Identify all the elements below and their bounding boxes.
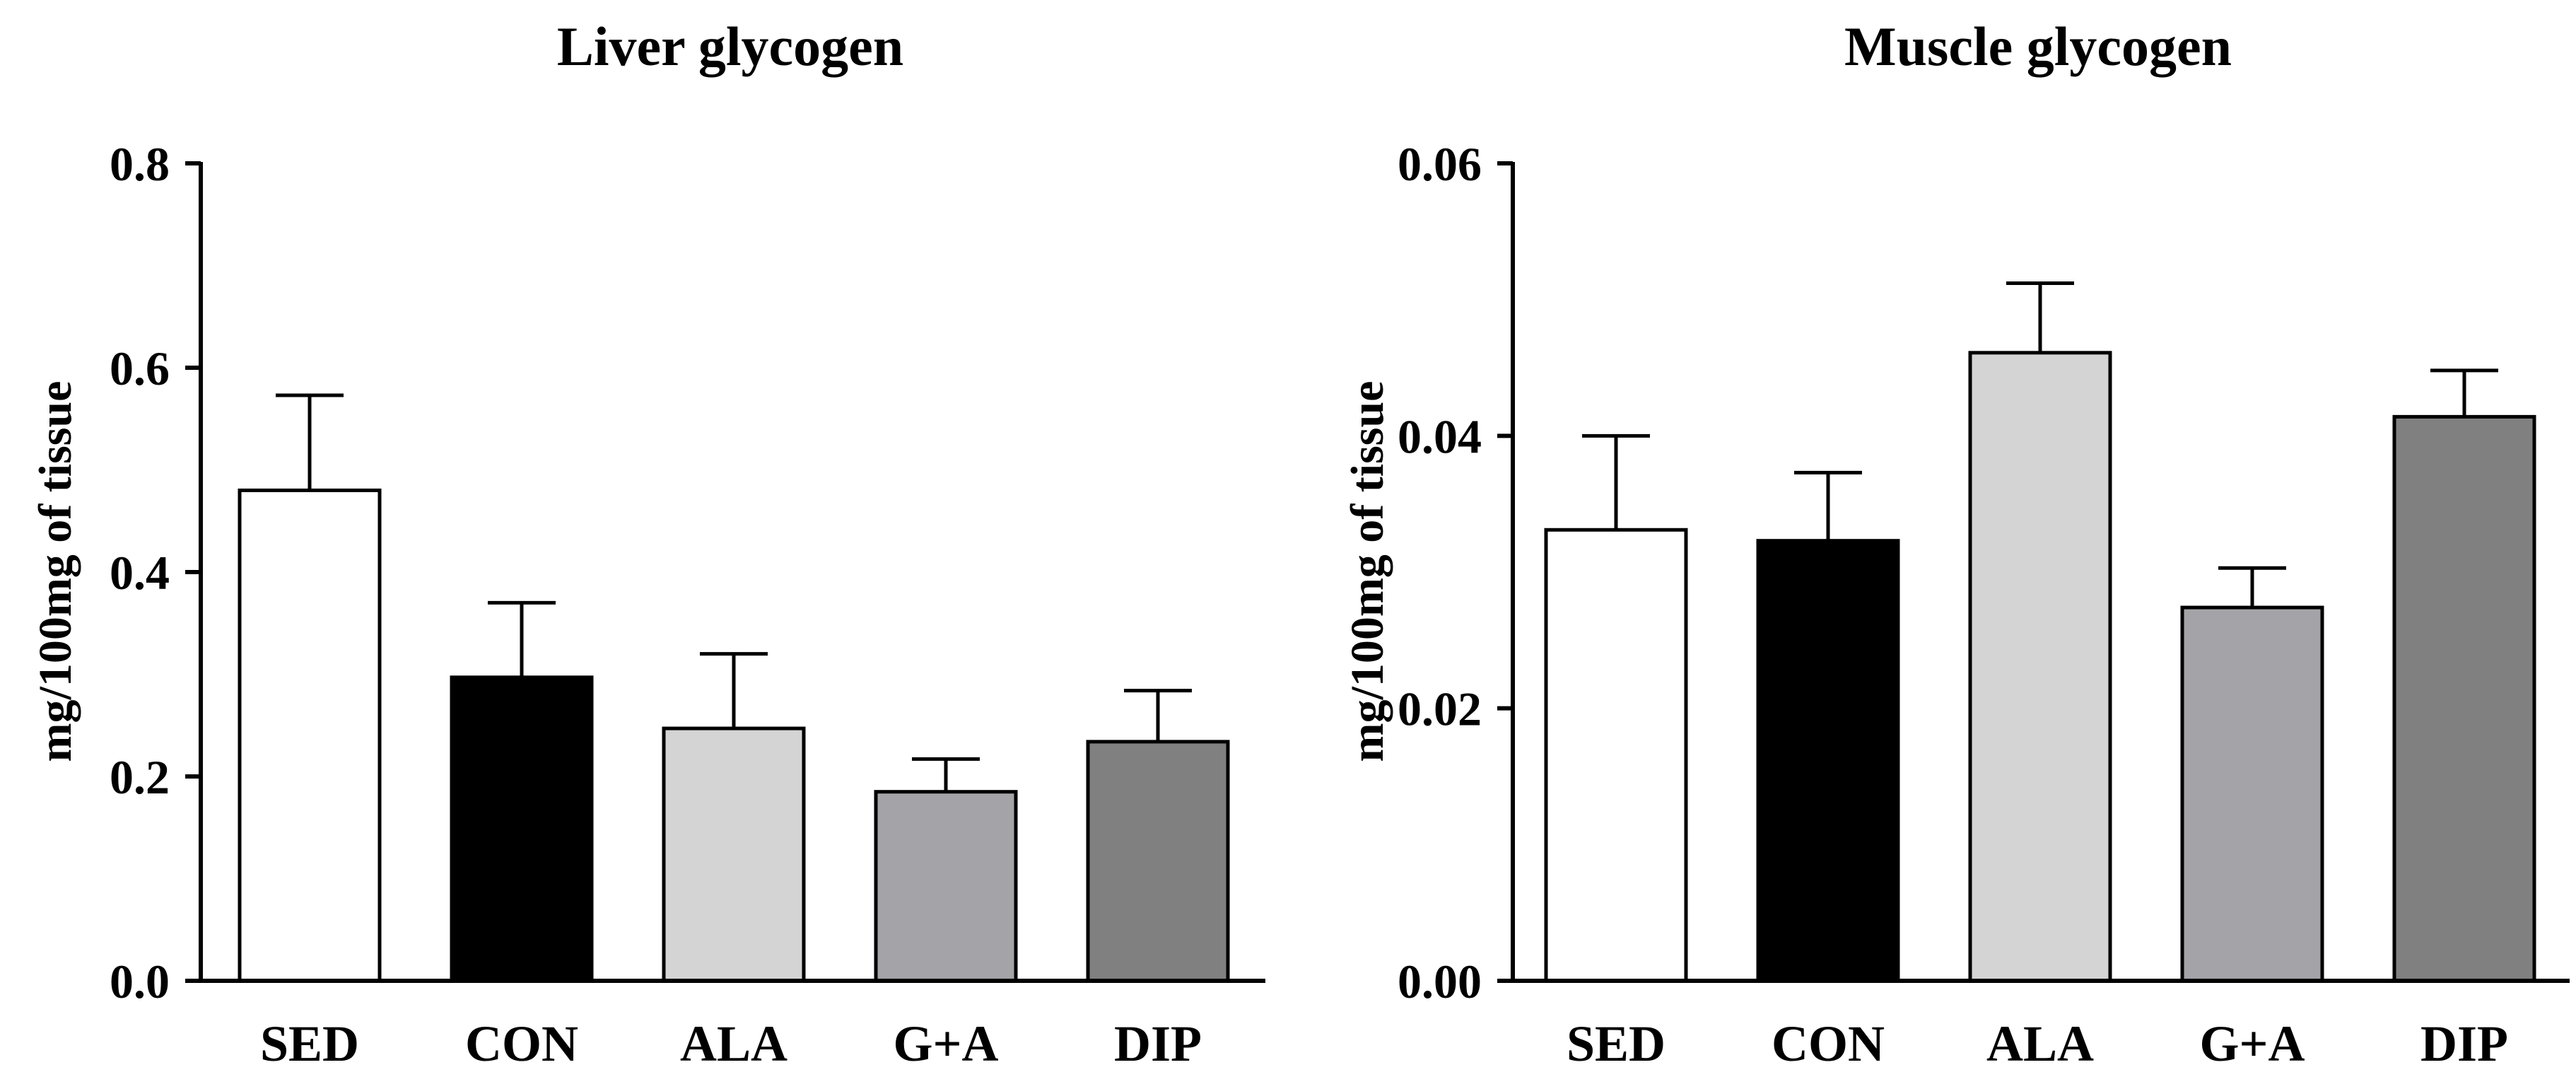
y-tick-label: 0.2 (110, 750, 170, 804)
y-axis-label: mg/100mg of tissue (30, 381, 81, 762)
y-tick-label: 0.6 (110, 342, 170, 395)
x-tick-label: SED (260, 1015, 359, 1072)
y-tick-label: 0.04 (1398, 409, 1482, 463)
y-tick-label: 0.00 (1398, 955, 1482, 1008)
bar-sed (238, 488, 382, 983)
bar-sed (1544, 528, 1688, 983)
bar-gplusa (874, 790, 1018, 983)
y-tick-label: 0.02 (1398, 682, 1482, 736)
bar-ala (662, 726, 806, 983)
x-tick-label: ALA (680, 1015, 788, 1072)
bar-con (450, 675, 594, 983)
bar-dip (2392, 414, 2536, 983)
y-tick-label: 0.4 (110, 546, 170, 600)
bar-ala (1968, 351, 2112, 983)
chart-title: Muscle glycogen (1844, 16, 2232, 77)
y-axis-label: mg/100mg of tissue (1342, 381, 1393, 762)
y-tick-label: 0.8 (110, 137, 170, 191)
x-tick-label: ALA (1986, 1015, 2094, 1072)
x-tick-label: G+A (893, 1015, 998, 1072)
x-tick-label: CON (1772, 1015, 1885, 1072)
chart-title: Liver glycogen (557, 16, 903, 77)
bar-gplusa (2180, 605, 2324, 983)
x-tick-label: SED (1567, 1015, 1665, 1072)
y-tick-label: 0.06 (1398, 137, 1482, 191)
bar-con (1756, 539, 1900, 983)
liver-glycogen-panel: Liver glycogen mg/100mg of tissue SED CON AL… (30, 16, 1265, 1072)
y-tick-label: 0.0 (110, 955, 170, 1008)
x-tick-label: DIP (1114, 1015, 1202, 1072)
bar-dip (1086, 740, 1230, 983)
x-tick-label: G+A (2199, 1015, 2305, 1072)
x-tick-label: CON (465, 1015, 578, 1072)
x-tick-label: DIP (2420, 1015, 2508, 1072)
muscle-glycogen-panel: Muscle glycogen mg/100mg of tissue SED CON A… (1342, 16, 2570, 1072)
